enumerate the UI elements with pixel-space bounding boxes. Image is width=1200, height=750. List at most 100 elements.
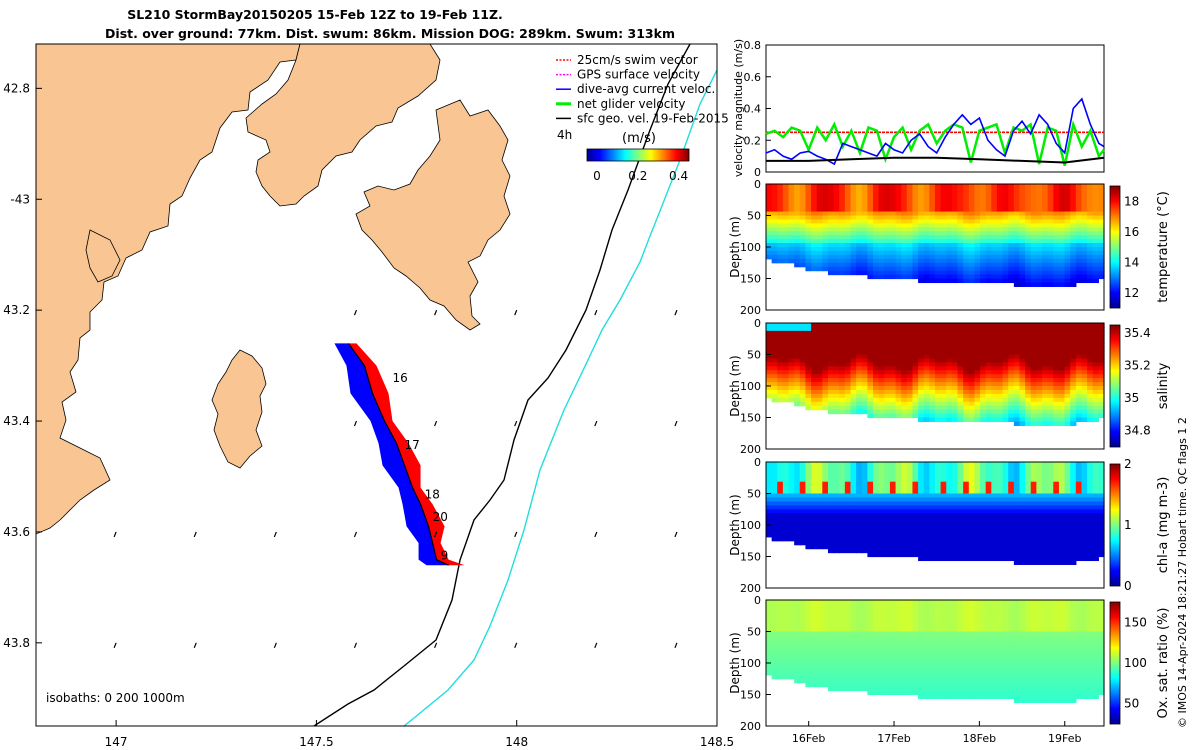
heatmap-cell [1025,278,1032,284]
heatmap-cell [1053,421,1060,426]
heatmap-cell [1030,342,1037,348]
heatmap-cell [946,540,953,546]
heatmap-cell [805,323,812,328]
heatmap-cell [996,215,1004,221]
heatmap-cell [1036,417,1043,423]
heatmap-cell [777,489,784,495]
heatmap-cell [906,493,914,499]
heatmap-cell [1053,552,1060,558]
heatmap-cell [856,330,863,336]
heatmap-cell [935,342,942,348]
heatmap-cell [957,342,964,348]
heatmap-cell [963,247,970,252]
heatmap-cell [963,417,970,423]
heatmap-cell [1075,203,1083,209]
heatmap-cell [1025,465,1032,471]
heatmap-cell [957,485,964,491]
heatmap-cell [889,548,897,554]
heatmap-cell [946,207,953,213]
heatmap-cell [963,215,970,221]
heatmap-cell [991,274,998,280]
heatmap-cell [1081,481,1088,487]
heatmap-cell [788,600,795,605]
heatmap-cell [901,481,908,487]
heatmap-cell [861,635,868,640]
heatmap-cell [799,389,807,395]
heatmap-cell [1002,501,1009,506]
heatmap-cell [799,611,807,617]
heatmap-cell [794,678,801,684]
heatmap-cell [1025,250,1032,256]
heatmap-cell [794,521,801,526]
heatmap-cell [912,489,919,495]
heatmap-cell [777,386,784,391]
heatmap-cell [968,497,976,502]
heatmap-cell [923,326,930,332]
heatmap-cell [1058,421,1066,426]
heatmap-cell [901,254,908,260]
heatmap-cell [1019,342,1026,348]
heatmap-cell [777,370,784,375]
heatmap-cell [844,187,852,193]
heatmap-cell [873,219,880,224]
heatmap-cell [1053,489,1060,495]
heatmap-cell [929,556,936,562]
heatmap-cell [827,532,835,538]
heatmap-cell [980,556,987,562]
heatmap-cell [827,505,835,510]
heatmap-cell [839,203,846,209]
heatmap-cell [991,517,998,522]
heatmap-cell [805,670,812,676]
heatmap-cell [850,266,857,272]
heatmap-cell [957,215,964,221]
heatmap-cell [985,489,992,495]
heatmap-cell [1025,521,1032,526]
heatmap-cell [822,389,829,395]
sfc-geo-arrow [273,642,277,649]
heatmap-cell [844,465,852,471]
heatmap-cell [1002,413,1009,419]
heatmap-cell [935,266,942,272]
heatmap-cell [1087,366,1094,371]
heatmap-cell [996,354,1004,360]
heatmap-cell [935,211,942,217]
heatmap-cell [782,536,790,542]
heatmap-cell [889,254,897,260]
heatmap-cell [1087,528,1094,534]
heatmap-cell [1092,393,1099,399]
heatmap-cell [1092,326,1099,332]
heatmap-cell [873,513,880,518]
heatmap-cell [1092,521,1099,526]
heatmap-cell [1036,485,1043,491]
heatmap-cell [1053,187,1060,193]
heatmap-cell [1075,386,1083,391]
heatmap-cell [839,219,846,224]
heatmap-cell [771,627,778,633]
heatmap-cell [963,405,970,411]
heatmap-cell [901,270,908,276]
heatmap-cell [918,401,925,407]
heatmap-cell [1098,350,1105,356]
heatmap-cell [771,536,778,542]
heatmap-cell [1025,191,1032,197]
heatmap-cell [794,382,801,387]
heatmap-cell [968,513,976,518]
heatmap-cell [985,266,992,272]
heatmap-cell [873,623,880,629]
heatmap-cell [974,342,981,348]
heatmap-cell [889,231,897,236]
heatmap-cell [946,389,953,395]
heatmap-cell [799,199,807,205]
heatmap-cell [991,258,998,264]
heatmap-cell [946,235,953,240]
heatmap-cell [816,211,823,217]
heatmap-cell [771,517,778,522]
heatmap-cell [816,603,823,609]
heatmap-cell [1013,489,1021,495]
heatmap-cell [788,674,795,680]
heatmap-cell [867,270,874,276]
heatmap-cell [963,211,970,217]
heatmap-cell [816,397,823,403]
heatmap-cell [873,258,880,264]
heatmap-cell [901,548,908,554]
